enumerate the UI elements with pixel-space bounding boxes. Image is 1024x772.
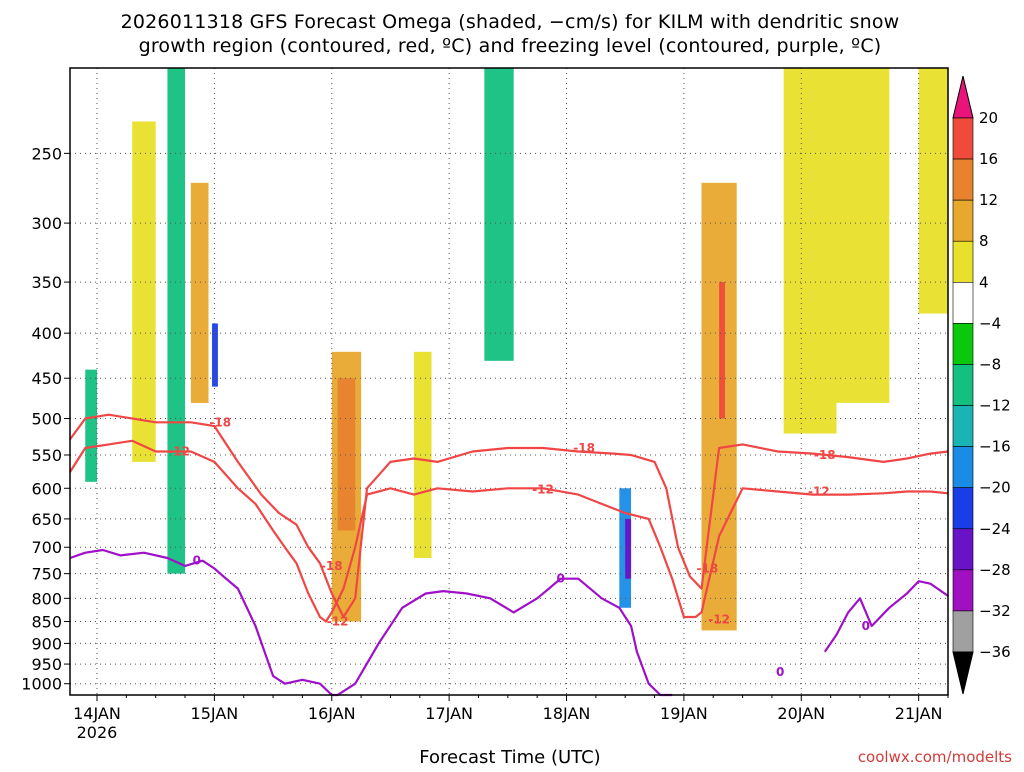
x-tick-label: 18JAN [543,704,591,723]
colorbar-swatch [952,158,974,201]
contour-label: -12 [327,615,349,629]
colorbar-swatch [952,487,974,530]
omega-shade-region-1 [132,121,156,462]
contour-line-3 [823,580,949,653]
omega-shade-region-2 [167,68,186,574]
y-tick-label: 700 [31,538,62,557]
contour-label: -12 [532,483,554,497]
contour-label: -12 [708,612,730,626]
contour-label: -18 [321,559,343,573]
colorbar: 20 16 12 8 4 −4 −8 −12 −16 −20 −24 −28 −32 −36 [952,75,1011,695]
x-tick-label: 21JAN [895,704,943,723]
y-tick-label: 300 [31,214,62,233]
contour-label: 0 [776,665,784,679]
colorbar-swatch [952,446,974,488]
chart-title-line-1: 2026011318 GFS Forecast Omega (shaded, −… [121,11,900,33]
colorbar-swatch [952,405,974,447]
y-tick-label: 350 [31,273,62,292]
contour-label: -12 [168,444,190,458]
y-tick-label: 650 [31,510,62,529]
x-tick-label: 15JAN [191,704,239,723]
plot-frame [69,67,949,696]
colorbar-label: −16 [979,438,1011,456]
y-tick-label: 900 [31,634,62,653]
colorbar-label: −12 [979,397,1011,415]
contour-line-1 [69,439,949,623]
chart-title-line-2: growth region (contoured, red, ºC) and f… [139,35,882,57]
omega-shade-region-8 [484,68,514,361]
x-tick-label: 17JAN [425,704,473,723]
y-tick-label: 400 [31,324,62,343]
omega-shade-region-13 [783,68,837,434]
colorbar-label: −8 [979,355,1001,373]
colorbar-label: −4 [979,314,1001,332]
colorbar-label: 8 [979,232,989,250]
y-tick-label: 800 [31,589,62,608]
x-tick-label: 19JAN [660,704,708,723]
contour-label: -18 [573,441,595,455]
omega-shade-region-14 [836,68,890,403]
x-year-label: 2026 [77,723,118,742]
colorbar-label: −24 [979,520,1011,538]
colorbar-label: −20 [979,479,1011,497]
x-tick-label: 16JAN [308,704,356,723]
colorbar-top-tip [952,75,974,119]
contour-line-2 [69,548,673,697]
y-tick-label: 1000 [21,675,62,694]
colorbar-swatch [952,610,974,653]
plot-area: -18 -12 -18 -12 -18 -12 -18 -12 -18 -12 0 0 0 0 250 300… [21,67,949,742]
omega-shade-region-12 [719,282,725,419]
y-tick-label: 850 [31,613,62,632]
colorbar-swatch [952,117,974,160]
omega-shade-region-10 [625,518,632,579]
credit-link[interactable]: coolwx.com/modelts [858,748,1012,766]
contour-label: -12 [808,484,830,498]
omega-shade-region-15 [918,68,948,314]
colorbar-swatch [952,528,974,571]
omega-shade-region-0 [85,369,97,482]
contour-label: -18 [814,448,836,462]
colorbar-swatch [952,364,974,406]
colorbar-swatch [952,569,974,612]
contour-label: -18 [697,562,719,576]
x-axis-title: Forecast Time (UTC) [419,747,600,768]
colorbar-swatch [952,199,974,242]
contour-label: 0 [862,619,870,633]
y-tick-label: 950 [31,655,62,674]
colorbar-swatch [952,240,974,283]
y-tick-label: 250 [31,144,62,163]
colorbar-label: 4 [979,273,989,291]
contour-label: 0 [193,554,201,568]
y-tick-label: 450 [31,369,62,388]
y-tick-label: 750 [31,565,62,584]
y-tick-label: 500 [31,410,62,429]
omega-shade-region-3 [190,182,209,403]
colorbar-label: 12 [979,191,998,209]
colorbar-swatch [952,282,974,324]
colorbar-swatch [952,323,974,365]
colorbar-label: −32 [979,602,1011,620]
omega-shade-region-7 [413,351,432,559]
omega-shade-region-6 [337,378,356,531]
colorbar-label: −28 [979,561,1011,579]
x-tick-label: 14JAN [73,704,121,723]
omega-shade-region-4 [212,323,218,387]
colorbar-bottom-tip [952,651,974,695]
colorbar-label: 20 [979,109,998,127]
x-tick-label: 20JAN [777,704,825,723]
colorbar-label: 16 [979,150,998,168]
y-tick-label: 600 [31,479,62,498]
contour-label: 0 [556,572,564,586]
contour-line-0 [69,413,949,619]
y-tick-label: 550 [31,446,62,465]
colorbar-label: −36 [979,643,1011,661]
contour-label: -18 [209,415,231,429]
